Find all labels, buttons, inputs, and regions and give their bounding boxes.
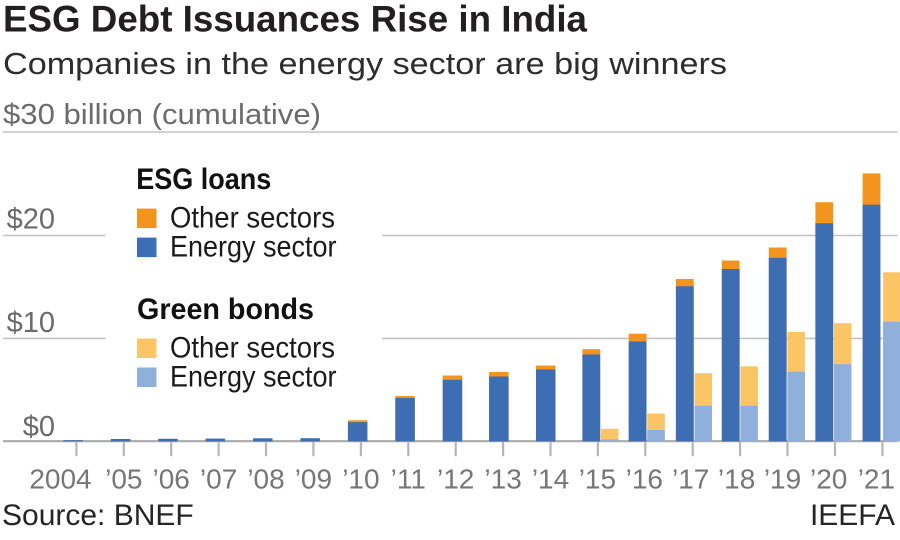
svg-text:$20: $20 [7, 204, 55, 236]
svg-text:’21: ’21 [858, 463, 895, 494]
svg-text:’18: ’18 [718, 463, 755, 494]
svg-text:’10: ’10 [342, 463, 379, 494]
svg-text:’14: ’14 [532, 463, 569, 494]
svg-text:’20: ’20 [810, 463, 847, 494]
svg-text:$30 billion (cumulative): $30 billion (cumulative) [3, 99, 321, 131]
svg-text:Energy sector: Energy sector [170, 231, 337, 264]
svg-text:’09: ’09 [295, 463, 332, 494]
svg-text:’19: ’19 [764, 463, 801, 494]
svg-text:Green bonds: Green bonds [137, 293, 314, 326]
svg-text:IEEFA: IEEFA [810, 499, 895, 532]
svg-text:’16: ’16 [626, 463, 663, 494]
svg-text:ESG Debt Issuances Rise in Ind: ESG Debt Issuances Rise in India [3, 0, 587, 40]
svg-text:’12: ’12 [437, 463, 474, 494]
svg-text:’06: ’06 [153, 463, 190, 494]
svg-text:’08: ’08 [247, 463, 284, 494]
svg-text:Companies in the energy sector: Companies in the energy sector are big w… [3, 46, 727, 81]
svg-text:’13: ’13 [484, 463, 521, 494]
svg-text:$0: $0 [23, 411, 55, 443]
svg-text:’17: ’17 [672, 463, 709, 494]
svg-text:Energy sector: Energy sector [170, 361, 337, 394]
svg-text:’07: ’07 [200, 463, 237, 494]
svg-text:2004: 2004 [29, 463, 91, 494]
svg-text:$10: $10 [7, 307, 55, 339]
svg-text:’05: ’05 [105, 463, 142, 494]
svg-text:Source: BNEF: Source: BNEF [2, 499, 194, 532]
svg-text:’15: ’15 [579, 463, 616, 494]
svg-text:Other sectors: Other sectors [170, 331, 335, 364]
svg-text:’11: ’11 [391, 463, 426, 494]
svg-text:Other sectors: Other sectors [170, 201, 335, 234]
svg-text:ESG loans: ESG loans [136, 163, 271, 196]
